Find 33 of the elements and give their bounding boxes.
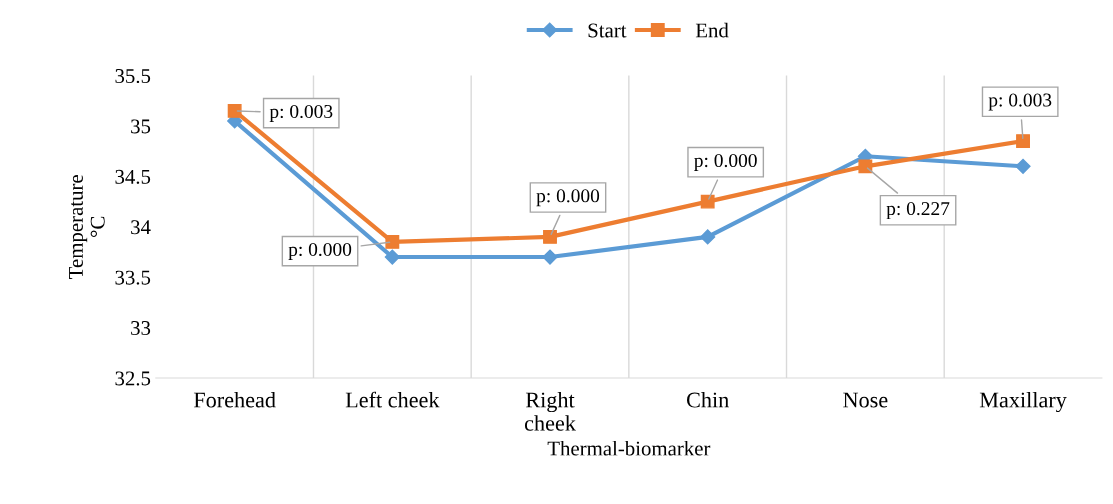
annotation: p: 0.003 xyxy=(988,93,1052,111)
y-axis-title: Temperature °C xyxy=(69,175,105,279)
legend-label: End xyxy=(695,22,729,38)
y-tick-label: 33.5 xyxy=(115,270,151,285)
point xyxy=(385,234,400,249)
point xyxy=(227,103,242,118)
point xyxy=(543,229,557,244)
y-tick-label: 35.5 xyxy=(115,69,151,84)
annotation: p: 0.000 xyxy=(288,242,352,260)
annotation: p: 0.000 xyxy=(694,153,757,172)
annotation: p: 0.227 xyxy=(886,202,950,220)
y-tick-label: 34 xyxy=(131,220,151,235)
point xyxy=(384,249,400,265)
x-tick-label: Right cheek xyxy=(524,391,576,431)
y-tick-label: 33 xyxy=(131,321,151,336)
legend-label: Start xyxy=(588,23,627,38)
y-tick-label: 35 xyxy=(131,119,151,134)
point xyxy=(1015,158,1031,174)
point xyxy=(542,249,558,265)
x-tick-label: Chin xyxy=(686,391,729,408)
point xyxy=(700,229,716,245)
point xyxy=(1016,134,1030,149)
x-tick-label: Left cheek xyxy=(345,391,440,408)
point xyxy=(858,159,873,174)
y-tick-label: 32.5 xyxy=(115,371,151,386)
x-tick-label: Forehead xyxy=(193,391,276,408)
x-axis-title: Thermal-biomarker xyxy=(547,440,711,456)
annotation: p: 0.003 xyxy=(269,104,333,122)
y-tick-label: 34.5 xyxy=(115,169,151,184)
x-tick-label: Maxillary xyxy=(979,391,1067,413)
annotation: p: 0.000 xyxy=(536,189,600,207)
point xyxy=(700,194,715,209)
x-tick-label: Nose xyxy=(843,392,888,408)
